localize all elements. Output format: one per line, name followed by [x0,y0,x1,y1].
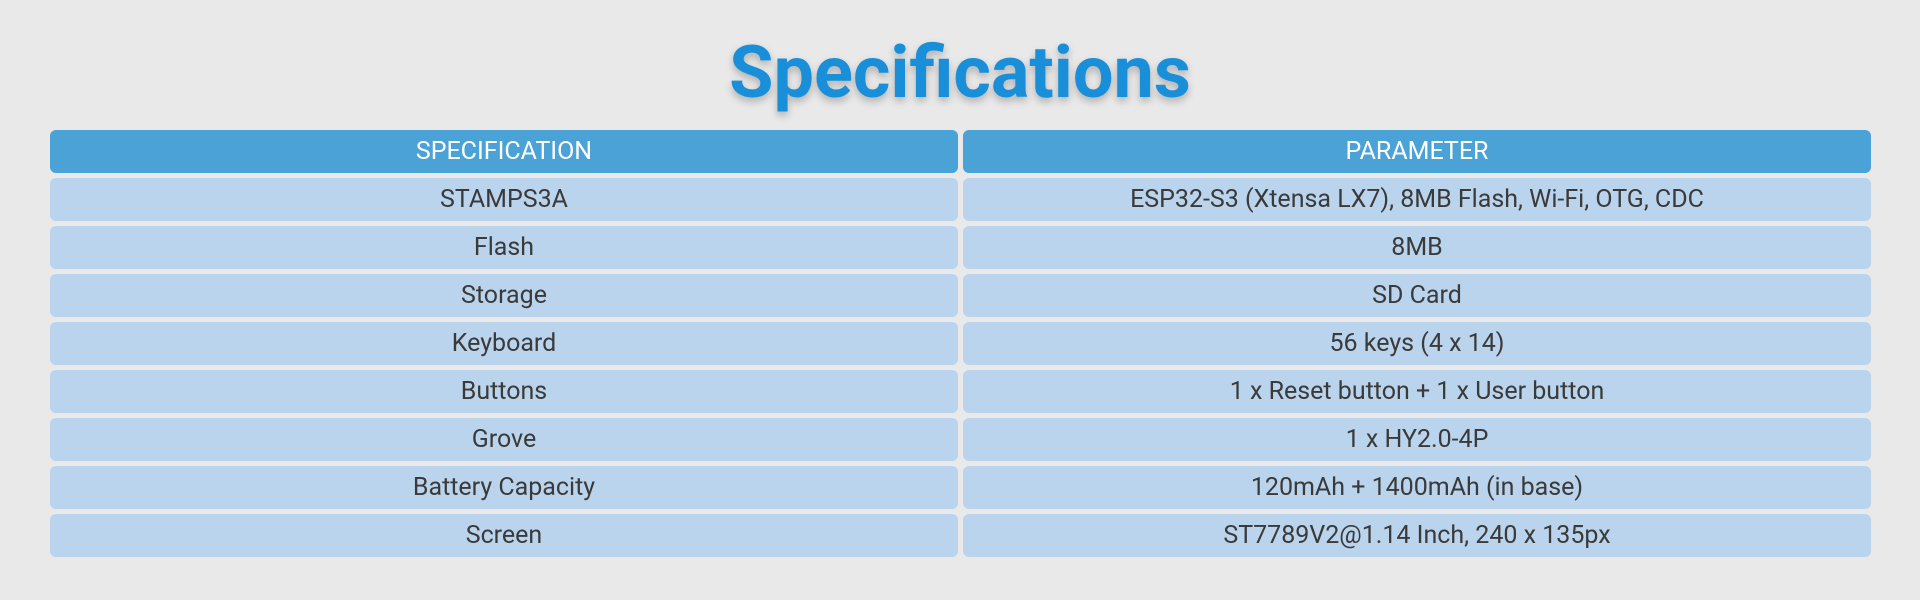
table-cell: 1 x HY2.0-4P [963,418,1871,461]
page-title: Specifications [729,30,1191,115]
table-cell: Keyboard [50,322,958,365]
table-cell: ST7789V2@1.14 Inch, 240 x 135px [963,514,1871,557]
table-cell: SD Card [963,274,1871,317]
table-cell: 8MB [963,226,1871,269]
table-cell: 120mAh + 1400mAh (in base) [963,466,1871,509]
header-cell: PARAMETER [963,130,1871,173]
table-cell: Battery Capacity [50,466,958,509]
table-cell: Buttons [50,370,958,413]
header-cell: SPECIFICATION [50,130,958,173]
table-cell: Screen [50,514,958,557]
table-cell: 56 keys (4 x 14) [963,322,1871,365]
table-cell: Grove [50,418,958,461]
table-cell: 1 x Reset button + 1 x User button [963,370,1871,413]
spec-table: SPECIFICATION PARAMETER STAMPS3A ESP32-S3 (… [50,130,1871,557]
table-cell: Flash [50,226,958,269]
table-cell: STAMPS3A [50,178,958,221]
table-cell: Storage [50,274,958,317]
table-cell: ESP32-S3 (Xtensa LX7), 8MB Flash, Wi-Fi,… [963,178,1871,221]
